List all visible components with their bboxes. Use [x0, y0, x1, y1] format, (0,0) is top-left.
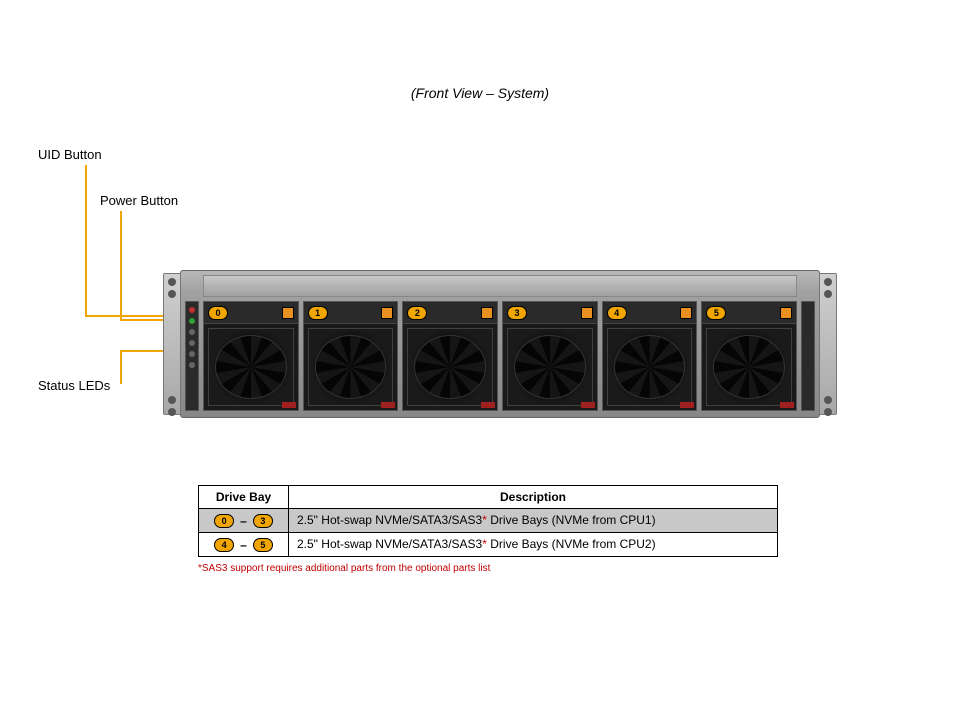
bay-number-badge: 3 [507, 306, 527, 320]
control-panel [185, 301, 199, 411]
bay-release-icon [481, 307, 493, 319]
table-row: 0 – 3 2.5" Hot-swap NVMe/SATA3/SAS3* Dri… [199, 509, 778, 533]
drive-bay: 5 [701, 301, 797, 411]
power-button-indicator [189, 318, 195, 324]
pill-badge: 4 [214, 538, 234, 552]
callout-line [85, 165, 87, 315]
drive-bay: 2 [402, 301, 498, 411]
bay-latch [481, 402, 495, 408]
table-header: Description [289, 486, 778, 509]
fan-icon [507, 328, 593, 406]
callout-power-label: Power Button [100, 193, 178, 208]
bay-release-icon [381, 307, 393, 319]
fan-icon [407, 328, 493, 406]
fan-icon [607, 328, 693, 406]
drive-bay-table: Drive Bay Description 0 – 3 2.5" Hot-swa… [198, 485, 778, 574]
pill-badge: 5 [253, 538, 273, 552]
table-row: 4 – 5 2.5" Hot-swap NVMe/SATA3/SAS3* Dri… [199, 532, 778, 556]
bay-number-badge: 0 [208, 306, 228, 320]
callout-line [120, 211, 122, 319]
figure-title: (Front View – System) [0, 85, 960, 101]
rack-ear-left [163, 273, 181, 415]
bay-release-icon [282, 307, 294, 319]
desc-text: Drive Bays (NVMe from CPU2) [487, 537, 656, 551]
footnote: *SAS3 support requires additional parts … [198, 563, 778, 574]
rack-ear-right [819, 273, 837, 415]
range-dash: – [238, 538, 250, 552]
right-panel [801, 301, 815, 411]
uid-button-indicator [189, 307, 195, 313]
desc-text: 2.5" Hot-swap NVMe/SATA3/SAS3 [297, 513, 482, 527]
bay-number-badge: 4 [607, 306, 627, 320]
range-dash: – [238, 514, 250, 528]
bay-release-icon [581, 307, 593, 319]
status-led [189, 340, 195, 346]
callout-line [120, 350, 122, 384]
bay-latch [282, 402, 296, 408]
pill-badge: 3 [253, 514, 273, 528]
bay-release-icon [680, 307, 692, 319]
bay-latch [780, 402, 794, 408]
bay-number-badge: 5 [706, 306, 726, 320]
bay-release-icon [780, 307, 792, 319]
desc-text: Drive Bays (NVMe from CPU1) [487, 513, 656, 527]
bay-number-badge: 2 [407, 306, 427, 320]
drive-bay: 1 [303, 301, 399, 411]
bay-latch [581, 402, 595, 408]
status-led [189, 329, 195, 335]
drive-bay: 4 [602, 301, 698, 411]
status-led [189, 362, 195, 368]
drive-bay-row: 0 1 2 3 [203, 301, 797, 411]
callout-leds-label: Status LEDs [38, 378, 110, 393]
drive-bay: 0 [203, 301, 299, 411]
table-header: Drive Bay [199, 486, 289, 509]
status-led [189, 351, 195, 357]
chassis-top-strip [203, 275, 797, 297]
fan-icon [706, 328, 792, 406]
pill-badge: 0 [214, 514, 234, 528]
fan-icon [208, 328, 294, 406]
drive-bay: 3 [502, 301, 598, 411]
bay-number-badge: 1 [308, 306, 328, 320]
server-chassis: 0 1 2 3 [180, 270, 820, 418]
desc-text: 2.5" Hot-swap NVMe/SATA3/SAS3 [297, 537, 482, 551]
fan-icon [308, 328, 394, 406]
bay-latch [381, 402, 395, 408]
bay-latch [680, 402, 694, 408]
callout-uid-label: UID Button [38, 147, 102, 162]
